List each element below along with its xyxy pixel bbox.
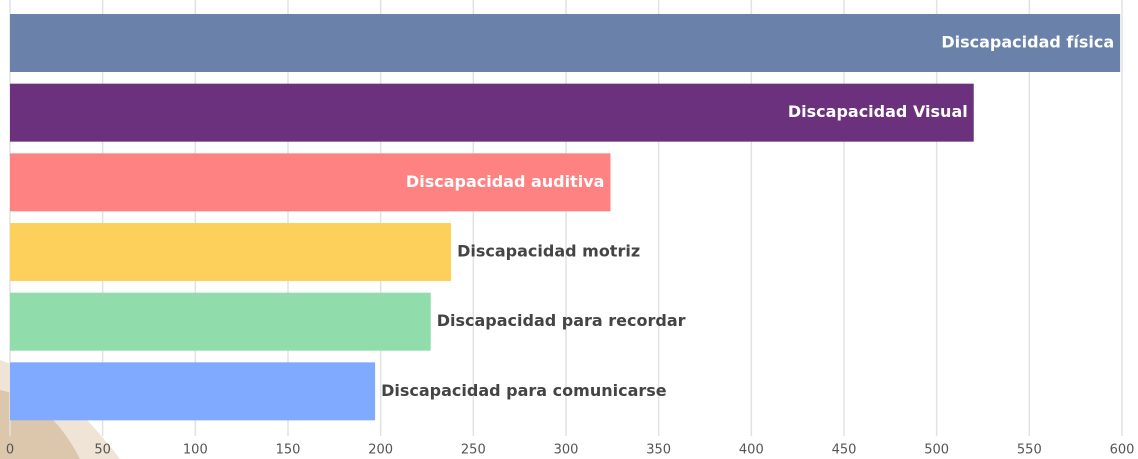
category-label: Discapacidad física (941, 33, 1114, 52)
bar (10, 83, 974, 142)
x-tick-label: 550 (1017, 443, 1042, 458)
x-tick-label: 100 (183, 443, 208, 458)
x-tick-label: 450 (832, 443, 857, 458)
labels: Discapacidad física Discapacidad Visual Di… (381, 33, 1114, 400)
bar (10, 362, 376, 421)
x-tick-label: 0 (6, 443, 14, 458)
bars (10, 14, 1121, 421)
x-tick-label: 300 (554, 443, 579, 458)
category-label: Discapacidad motriz (457, 242, 640, 261)
x-tick-label: 50 (94, 443, 111, 458)
bar (10, 153, 611, 212)
x-tick-label: 350 (646, 443, 671, 458)
x-tick-label: 400 (739, 443, 764, 458)
bar (10, 292, 431, 351)
x-tick-label: 150 (276, 443, 301, 458)
x-tick-label: 500 (924, 443, 949, 458)
category-label: Discapacidad para recordar (437, 311, 686, 330)
category-label: Discapacidad para comunicarse (381, 381, 667, 400)
x-tick-label: 200 (368, 443, 393, 458)
x-tick-label: 600 (1110, 443, 1135, 458)
bar (10, 14, 1121, 72)
category-label: Discapacidad Visual (788, 102, 968, 121)
x-tick-label: 250 (461, 443, 486, 458)
bar (10, 223, 452, 281)
category-label: Discapacidad auditiva (406, 172, 605, 191)
